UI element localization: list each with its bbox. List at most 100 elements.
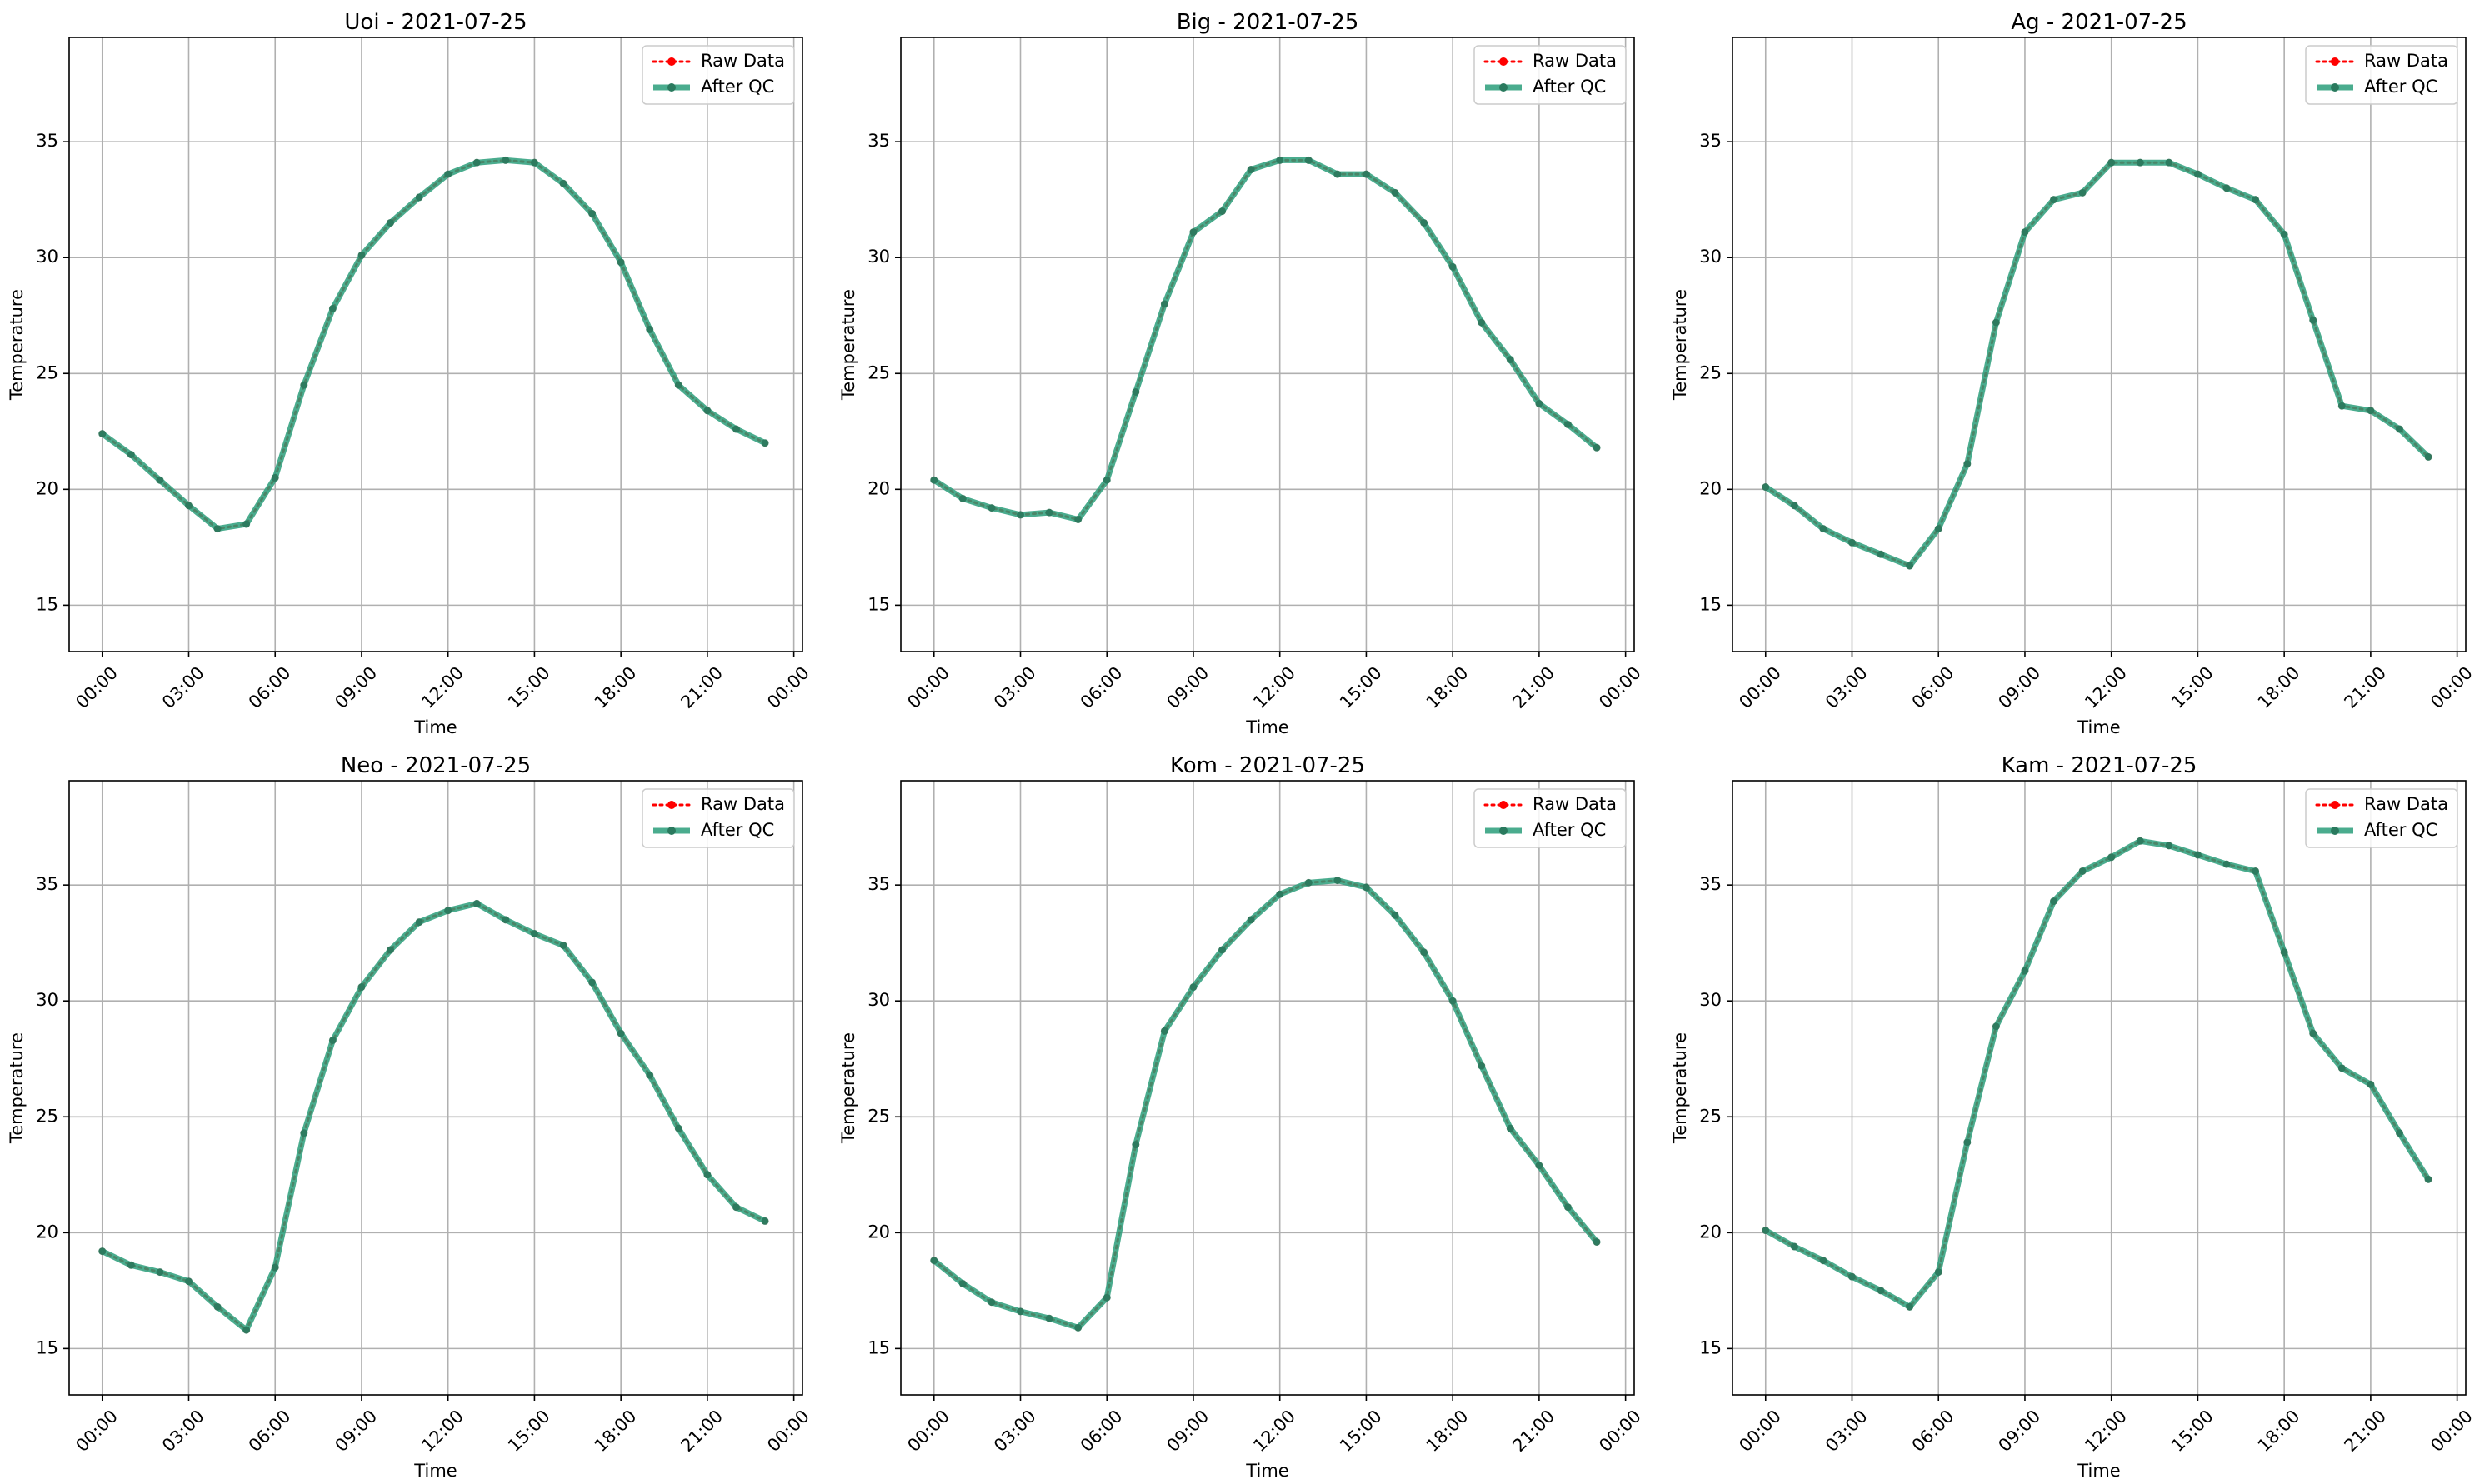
plot-frame xyxy=(1732,37,2467,652)
y-tick-label: 15 xyxy=(868,594,890,614)
subplot-title: Kam - 2021-07-25 xyxy=(2002,753,2198,778)
after-qc-point xyxy=(1391,911,1399,919)
legend-raw-data-marker xyxy=(668,801,676,809)
legend-raw-data-marker xyxy=(2331,801,2339,809)
legend-label: Raw Data xyxy=(2364,794,2448,814)
after-qc-point xyxy=(1045,508,1053,517)
after-qc-point xyxy=(1934,525,1942,533)
after-qc-point xyxy=(1478,318,1486,327)
after-qc-point xyxy=(1448,997,1457,1005)
after-qc-point xyxy=(387,946,395,954)
after-qc-point xyxy=(2021,967,2029,975)
after-qc-point xyxy=(588,978,597,987)
legend: Raw Data After QC xyxy=(642,788,795,848)
legend-raw-data-marker xyxy=(1499,57,1508,66)
after-qc-point xyxy=(2108,158,2116,167)
after-qc-point xyxy=(1420,948,1428,957)
plot-area xyxy=(901,37,1634,652)
after-qc-point xyxy=(2108,853,2116,862)
y-tick-label: 30 xyxy=(1699,990,1722,1010)
legend-label: Raw Data xyxy=(1532,794,1617,814)
after-qc-point xyxy=(2309,1029,2318,1037)
after-qc-point xyxy=(358,983,366,992)
legend-label: After QC xyxy=(1532,820,1606,840)
after-qc-point xyxy=(1934,1268,1942,1277)
after-qc-point xyxy=(1506,356,1514,364)
after-qc-point xyxy=(184,502,192,510)
after-qc-point xyxy=(2222,184,2231,192)
after-qc-point xyxy=(1247,916,1255,924)
x-tick-label: 00:00 xyxy=(1735,662,1785,712)
after-qc-point xyxy=(1362,883,1370,892)
legend-label: After QC xyxy=(2364,77,2438,97)
subplot-title: Uoi - 2021-07-25 xyxy=(344,10,527,35)
plot-area xyxy=(69,781,802,1395)
y-tick-label: 20 xyxy=(868,1222,890,1242)
after-qc-point xyxy=(2252,867,2260,875)
after-qc-point xyxy=(958,1280,967,1288)
legend-raw-data-marker xyxy=(1499,801,1508,809)
after-qc-point xyxy=(1391,188,1399,197)
subplot-4: 00:00 03:00 06:00 09:00 12:00 15:00 18:00 21:00… xyxy=(7,753,813,1481)
y-axis-label: Temperature xyxy=(838,1032,858,1144)
x-axis-label: Time xyxy=(1245,717,1288,737)
after-qc-point xyxy=(732,425,740,433)
after-qc-point xyxy=(127,451,135,459)
x-tick-label: 00:00 xyxy=(903,1406,953,1456)
legend-after-qc-marker xyxy=(2331,827,2339,835)
x-tick-label: 03:00 xyxy=(1822,1406,1872,1456)
plot-area xyxy=(1732,781,2466,1395)
after-qc-point xyxy=(761,1217,769,1225)
after-qc-point xyxy=(617,1029,625,1037)
after-qc-point xyxy=(2021,228,2029,237)
after-qc-point xyxy=(415,193,423,202)
after-qc-point xyxy=(1848,1272,1856,1281)
x-tick-label: 00:00 xyxy=(763,662,813,712)
x-tick-label: 12:00 xyxy=(418,662,468,712)
after-qc-point xyxy=(2193,170,2202,178)
plot-frame xyxy=(900,780,1635,1396)
x-tick-label: 15:00 xyxy=(2168,662,2218,712)
after-qc-point xyxy=(184,1277,192,1286)
x-tick-label: 18:00 xyxy=(2254,662,2304,712)
after-qc-point xyxy=(1963,460,1972,468)
after-qc-point xyxy=(2367,407,2375,415)
after-qc-point xyxy=(1535,1162,1543,1170)
after-qc-point xyxy=(559,179,568,187)
after-qc-point xyxy=(1189,228,1198,237)
after-qc-point xyxy=(2338,402,2346,410)
x-tick-label: 03:00 xyxy=(158,1406,208,1456)
legend-label: Raw Data xyxy=(2364,51,2448,71)
y-tick-label: 30 xyxy=(36,247,58,267)
y-axis-label: Temperature xyxy=(1670,289,1690,401)
after-qc-point xyxy=(1074,515,1082,523)
after-qc-point xyxy=(1963,1138,1972,1147)
after-qc-point xyxy=(387,218,395,227)
subplot-title: Neo - 2021-07-25 xyxy=(341,753,531,778)
after-qc-point xyxy=(300,381,308,389)
after-qc-point xyxy=(2078,188,2087,197)
legend-label: Raw Data xyxy=(1532,51,1617,71)
x-tick-label: 12:00 xyxy=(1249,662,1299,712)
after-qc-point xyxy=(444,907,452,915)
after-qc-point xyxy=(2424,452,2432,461)
y-tick-label: 25 xyxy=(868,1106,890,1126)
after-qc-point xyxy=(674,1124,682,1132)
legend: Raw Data After QC xyxy=(2305,45,2458,105)
after-qc-point xyxy=(2309,316,2318,324)
legend-label: After QC xyxy=(701,820,774,840)
y-tick-label: 35 xyxy=(36,131,58,151)
after-qc-point xyxy=(1132,1141,1140,1149)
x-tick-label: 21:00 xyxy=(1508,1406,1558,1456)
after-qc-point xyxy=(530,930,538,938)
after-qc-point xyxy=(1132,388,1140,397)
x-tick-label: 00:00 xyxy=(1595,662,1645,712)
after-qc-point xyxy=(328,1036,337,1044)
after-qc-point xyxy=(156,476,164,484)
x-tick-label: 15:00 xyxy=(1336,662,1386,712)
after-qc-point xyxy=(1045,1314,1053,1322)
after-qc-point xyxy=(213,1302,222,1311)
after-qc-point xyxy=(1102,1293,1111,1302)
y-tick-label: 15 xyxy=(36,594,58,614)
